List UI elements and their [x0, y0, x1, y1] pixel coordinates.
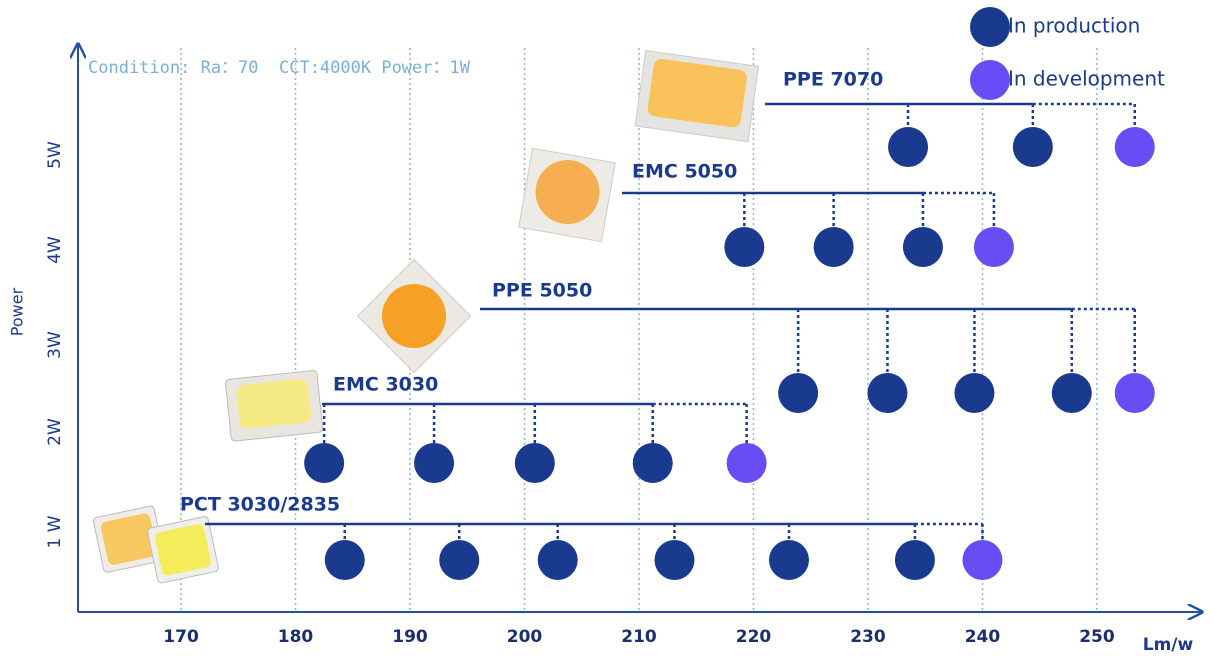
product-name: PCT 3030/2835: [180, 494, 340, 516]
x-axis-label: Lm/w: [1143, 635, 1194, 655]
x-tick-label: 170: [163, 627, 199, 647]
production-dot: [633, 443, 673, 483]
legend-swatch: [970, 60, 1010, 100]
product-name: PPE 5050: [492, 280, 592, 302]
x-tick-label: 200: [507, 627, 543, 647]
production-dot: [439, 540, 479, 580]
production-dot: [895, 540, 935, 580]
x-tick-label: 190: [392, 627, 428, 647]
production-dot: [814, 227, 854, 267]
production-dot: [954, 373, 994, 413]
production-dot: [903, 227, 943, 267]
x-tick-label: 210: [621, 627, 657, 647]
production-dot: [654, 540, 694, 580]
production-dot: [769, 540, 809, 580]
condition-note: Condition: Ra：70 CCT:4000K Power：1W: [88, 58, 471, 78]
y-tick-label: 1 W: [45, 515, 65, 548]
production-dot: [867, 373, 907, 413]
x-tick-label: 250: [1079, 627, 1115, 647]
product-name: EMC 5050: [632, 161, 737, 183]
legend-label: In production: [1008, 14, 1140, 38]
development-dot: [974, 227, 1014, 267]
production-dot: [538, 540, 578, 580]
development-dot: [1115, 127, 1155, 167]
production-dot: [888, 127, 928, 167]
y-tick-label: 2W: [45, 418, 65, 446]
legend-label: In development: [1008, 67, 1165, 91]
x-tick-label: 220: [736, 627, 772, 647]
production-dot: [778, 373, 818, 413]
legend: In production In development: [970, 7, 1165, 100]
development-dot: [962, 540, 1002, 580]
product-name: PPE 7070: [783, 69, 883, 91]
x-tick-label: 240: [965, 627, 1001, 647]
development-dot: [1115, 373, 1155, 413]
production-dot: [724, 227, 764, 267]
y-tick-label: 3W: [45, 331, 65, 359]
y-tick-label: 5W: [45, 141, 65, 169]
production-dot: [1052, 373, 1092, 413]
production-dot: [414, 443, 454, 483]
y-axis-label: Power: [8, 287, 27, 336]
development-dot: [727, 443, 767, 483]
chart: Condition: Ra：70 CCT:4000K Power：1W Lm/w…: [0, 0, 1212, 657]
product-name: EMC 3030: [333, 374, 438, 396]
y-tick-label: 4W: [45, 236, 65, 264]
x-tick-label: 180: [278, 627, 314, 647]
production-dot: [1013, 127, 1053, 167]
grid: [181, 48, 1097, 612]
production-dot: [325, 540, 365, 580]
production-dot: [304, 443, 344, 483]
production-dot: [515, 443, 555, 483]
legend-swatch: [970, 7, 1010, 47]
x-tick-label: 230: [850, 627, 886, 647]
